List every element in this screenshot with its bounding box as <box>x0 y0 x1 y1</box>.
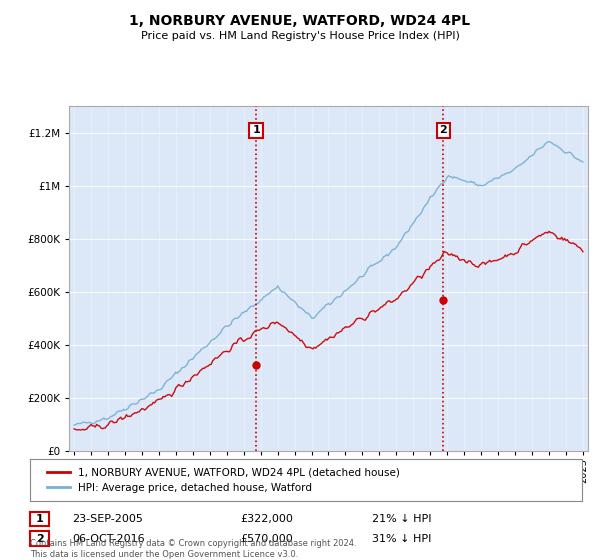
Text: 2: 2 <box>439 125 447 136</box>
Text: 2: 2 <box>36 534 43 544</box>
Text: £322,000: £322,000 <box>240 514 293 524</box>
Text: 21% ↓ HPI: 21% ↓ HPI <box>372 514 431 524</box>
Text: 1: 1 <box>252 125 260 136</box>
Text: 1, NORBURY AVENUE, WATFORD, WD24 4PL: 1, NORBURY AVENUE, WATFORD, WD24 4PL <box>130 14 470 28</box>
Text: 31% ↓ HPI: 31% ↓ HPI <box>372 534 431 544</box>
Text: Price paid vs. HM Land Registry's House Price Index (HPI): Price paid vs. HM Land Registry's House … <box>140 31 460 41</box>
Text: 1: 1 <box>36 514 43 524</box>
Text: 06-OCT-2016: 06-OCT-2016 <box>72 534 145 544</box>
Text: 23-SEP-2005: 23-SEP-2005 <box>72 514 143 524</box>
Legend: 1, NORBURY AVENUE, WATFORD, WD24 4PL (detached house), HPI: Average price, detac: 1, NORBURY AVENUE, WATFORD, WD24 4PL (de… <box>41 461 406 499</box>
Text: Contains HM Land Registry data © Crown copyright and database right 2024.
This d: Contains HM Land Registry data © Crown c… <box>30 539 356 559</box>
Text: £570,000: £570,000 <box>240 534 293 544</box>
